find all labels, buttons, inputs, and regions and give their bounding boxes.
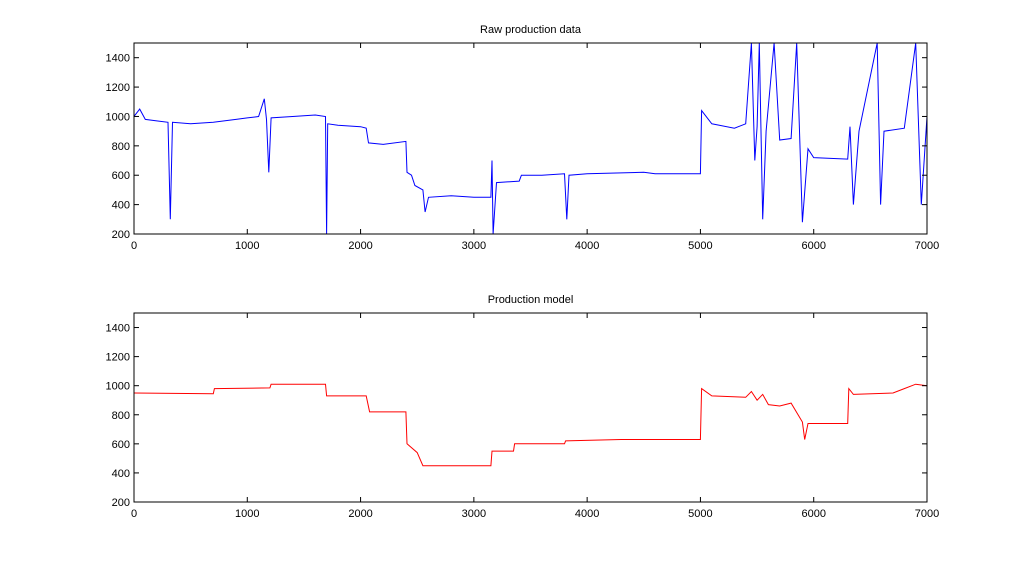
axes-box [133, 312, 928, 503]
chart-title: Raw production data [480, 24, 582, 36]
x-tick-label: 0 [131, 508, 137, 520]
y-tick-label: 1400 [106, 323, 130, 335]
x-tick-label: 5000 [688, 508, 712, 520]
x-tick-label: 7000 [915, 508, 939, 520]
y-tick-label: 1000 [106, 111, 130, 123]
y-tick-label: 1200 [106, 82, 130, 94]
plot-area [134, 43, 927, 234]
y-tick-label: 600 [112, 439, 130, 451]
y-tick-label: 800 [112, 410, 130, 422]
x-tick-label: 0 [131, 240, 137, 252]
x-tick-label: 6000 [801, 508, 825, 520]
axes-box [133, 42, 928, 235]
x-tick-label: 7000 [915, 240, 939, 252]
x-tick-label: 5000 [688, 240, 712, 252]
plot-area [134, 383, 927, 467]
y-tick-label: 400 [112, 468, 130, 480]
x-tick-label: 4000 [575, 508, 599, 520]
x-tick-label: 1000 [235, 508, 259, 520]
y-tick-label: 1200 [106, 352, 130, 364]
x-tick-label: 3000 [462, 240, 486, 252]
x-tick-label: 3000 [462, 508, 486, 520]
x-tick-label: 2000 [348, 508, 372, 520]
x-tick-label: 1000 [235, 240, 259, 252]
y-tick-label: 200 [112, 497, 130, 509]
x-tick-label: 6000 [801, 240, 825, 252]
x-tick-label: 2000 [348, 240, 372, 252]
y-tick-label: 400 [112, 200, 130, 212]
data-line [134, 43, 927, 234]
x-tick-label: 4000 [575, 240, 599, 252]
data-line [134, 383, 927, 467]
y-tick-label: 1000 [106, 381, 130, 393]
axes-background [134, 313, 927, 502]
y-tick-label: 1400 [106, 53, 130, 65]
axes-background [134, 43, 927, 234]
chart-title: Production model [488, 294, 574, 306]
y-tick-label: 200 [112, 229, 130, 241]
y-tick-label: 600 [112, 170, 130, 182]
y-tick-label: 800 [112, 141, 130, 153]
